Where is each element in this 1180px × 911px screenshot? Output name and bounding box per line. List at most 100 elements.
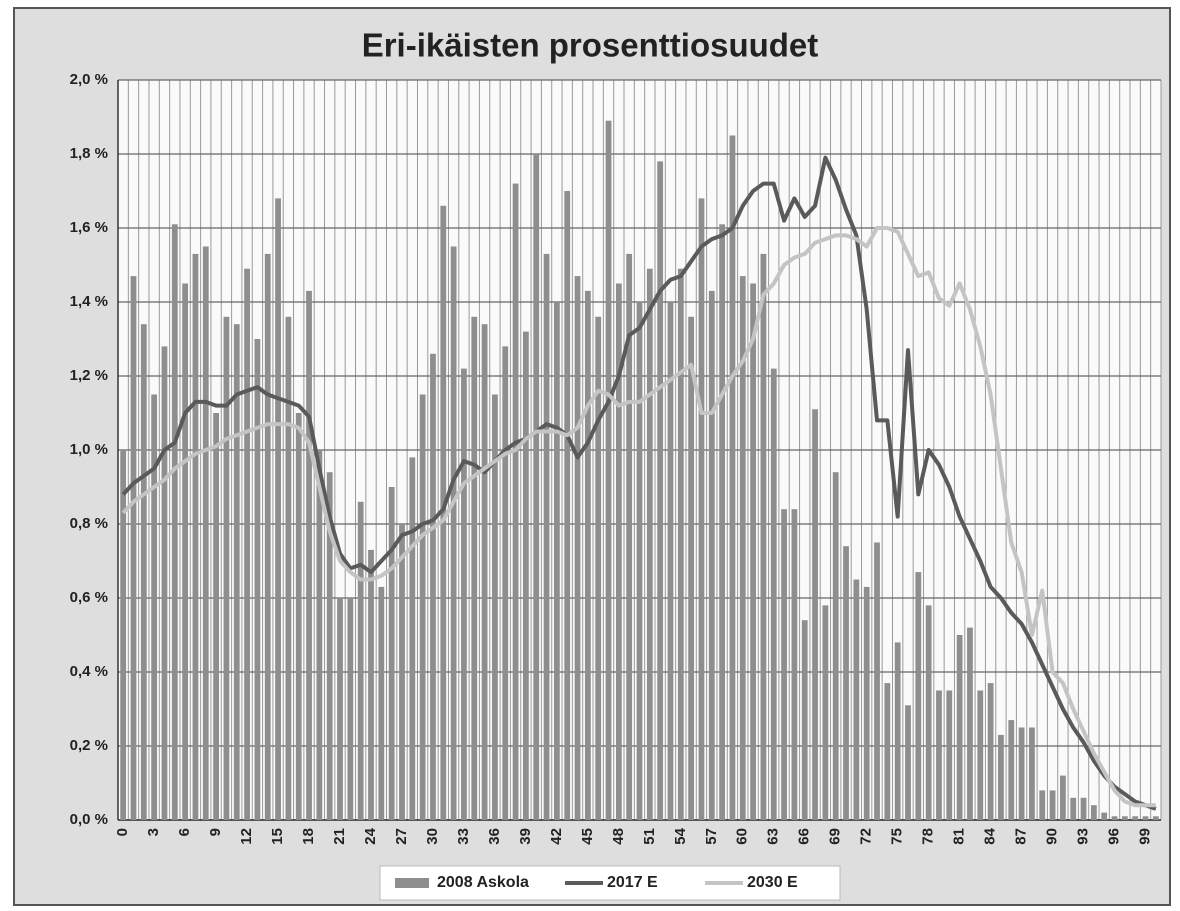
chart-title: Eri-ikäisten prosenttiosuudet (362, 27, 819, 64)
bar (564, 191, 571, 820)
bar (419, 394, 426, 820)
bar (512, 183, 519, 821)
bar (326, 472, 333, 820)
bar (1018, 727, 1025, 820)
bar (956, 635, 963, 820)
bar (120, 450, 127, 820)
bar (832, 472, 839, 820)
y-tick-label: 1,8 % (70, 145, 108, 162)
bar (130, 276, 137, 821)
bar (492, 394, 498, 820)
bar (254, 339, 261, 820)
x-tick-label: 42 (548, 828, 565, 845)
y-tick-label: 1,2 % (70, 367, 108, 384)
bar (316, 450, 323, 820)
bar (553, 302, 560, 820)
bar (306, 290, 312, 820)
x-tick-label: 84 (982, 827, 999, 844)
legend-label: 2008 Askola (437, 874, 529, 891)
bar (140, 324, 147, 820)
bar (1152, 816, 1159, 820)
bar (213, 413, 219, 820)
bar (1111, 816, 1118, 820)
x-tick-label: 33 (455, 828, 472, 845)
bar (925, 605, 932, 820)
x-tick-label: 24 (362, 827, 379, 844)
x-tick-label: 9 (207, 828, 224, 836)
bar (729, 135, 736, 820)
bar (440, 205, 447, 821)
x-tick-label: 63 (765, 828, 782, 845)
bar (987, 683, 994, 820)
x-tick-label: 48 (610, 828, 627, 845)
bar (894, 642, 901, 820)
bar (739, 276, 746, 821)
x-tick-label: 81 (951, 828, 968, 845)
bar (1029, 727, 1035, 820)
bar (481, 324, 488, 820)
x-tick-label: 45 (579, 828, 596, 845)
bar (584, 290, 591, 820)
bar (667, 302, 674, 820)
bar (1132, 816, 1139, 820)
bar (533, 154, 540, 820)
y-tick-label: 2,0 % (70, 71, 108, 88)
x-tick-label: 99 (1136, 828, 1153, 845)
legend-swatch (395, 878, 429, 888)
bar (595, 316, 602, 820)
bar (192, 253, 199, 820)
x-tick-label: 12 (238, 828, 255, 845)
bar (1142, 816, 1149, 820)
y-tick-label: 0,8 % (70, 515, 108, 532)
bar (1090, 805, 1097, 820)
bar (171, 224, 178, 821)
bar (657, 161, 664, 820)
bar (812, 409, 818, 820)
y-tick-label: 1,6 % (70, 219, 108, 236)
y-tick-label: 0,0 % (70, 811, 108, 828)
bar (750, 283, 756, 820)
bar (781, 509, 787, 820)
legend-label: 2030 E (747, 874, 798, 891)
bar (378, 586, 385, 820)
bar (967, 627, 973, 820)
x-tick-label: 15 (269, 828, 286, 845)
bar (626, 253, 633, 820)
bar (688, 316, 695, 820)
x-tick-label: 69 (827, 828, 844, 845)
bar (1121, 816, 1128, 820)
bar (1101, 812, 1108, 820)
bar (1080, 797, 1087, 820)
bar (677, 268, 684, 820)
bar (543, 253, 550, 820)
bar (760, 253, 767, 820)
y-tick-label: 1,0 % (70, 441, 108, 458)
bar (430, 353, 436, 820)
bar (863, 586, 870, 820)
bar (698, 198, 705, 820)
bar (708, 290, 715, 820)
bar (461, 368, 467, 820)
bar (770, 368, 777, 820)
bar (1039, 790, 1046, 820)
bar (523, 331, 529, 820)
x-tick-label: 51 (641, 828, 658, 845)
bar (853, 579, 860, 820)
bar (275, 198, 281, 820)
y-tick-label: 0,2 % (70, 737, 108, 754)
bar (409, 457, 416, 820)
x-tick-label: 3 (145, 828, 162, 836)
bar (874, 542, 880, 820)
bar (636, 302, 643, 820)
bar (574, 276, 581, 821)
bar (450, 246, 457, 820)
x-tick-label: 27 (393, 828, 410, 845)
legend-label: 2017 E (607, 874, 658, 891)
bar (337, 598, 343, 820)
x-tick-label: 87 (1013, 828, 1030, 845)
x-tick-label: 30 (424, 828, 441, 845)
bar (182, 283, 189, 820)
bar (719, 224, 726, 821)
bar (977, 690, 984, 820)
